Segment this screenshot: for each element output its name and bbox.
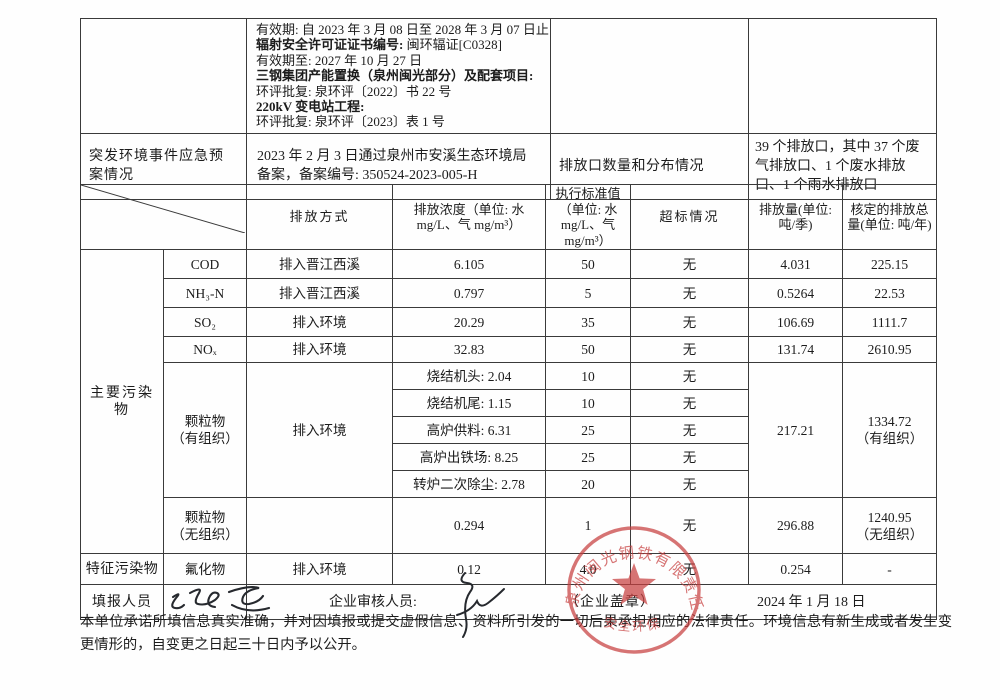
concentration-value: 高炉出铁场: 8.25 bbox=[392, 443, 546, 471]
standard-value: 5 bbox=[545, 278, 631, 308]
permit-row-left-empty-cell bbox=[80, 18, 247, 134]
concentration-value: 转炉二次除尘: 2.78 bbox=[392, 470, 546, 498]
exceed-status: 无 bbox=[630, 553, 749, 585]
concentration-value: 烧结机头: 2.04 bbox=[392, 362, 546, 390]
concentration-value: 高炉供料: 6.31 bbox=[392, 416, 546, 444]
header-standard: 执行标准值（单位: 水 mg/L、气 mg/m³） bbox=[545, 184, 631, 250]
concentration-value: 0.294 bbox=[392, 497, 546, 554]
approved-value-fugitive: 1240.95 （无组织） bbox=[842, 497, 937, 554]
permit-row-right-empty-cell bbox=[748, 18, 937, 134]
exceed-status: 无 bbox=[630, 443, 749, 471]
amount-value: 296.88 bbox=[748, 497, 843, 554]
amount-value: 0.254 bbox=[748, 553, 843, 585]
exceed-status: 无 bbox=[630, 307, 749, 337]
table-row-particulate-organized-1: 颗粒物 （有组织） 排入环境 烧结机头: 2.04 10 无 217.21 13… bbox=[81, 362, 937, 498]
discharge-method: 排入环境 bbox=[246, 307, 393, 337]
discharge-method: 排入晋江西溪 bbox=[246, 249, 393, 279]
radiation-license-line: 辐射安全许可证证书编号: 闽环辐证[C0328] bbox=[256, 37, 502, 53]
pollutant-name: SO₂ bbox=[163, 307, 247, 337]
standard-value: 50 bbox=[545, 249, 631, 279]
approved-value: - bbox=[842, 553, 937, 585]
pollutant-name: NH₃-N bbox=[163, 278, 247, 308]
capacity-project-line: 三钢集团产能置换（泉州闽光部分）及配套项目: bbox=[256, 68, 534, 84]
standard-value: 35 bbox=[545, 307, 631, 337]
amount-value: 217.21 bbox=[748, 362, 843, 498]
table-row-cod: 主要污染物 COD 排入晋江西溪 6.105 50 无 4.031 225.15 bbox=[80, 249, 937, 554]
reviewer-label: 企业审核人员: bbox=[329, 595, 417, 610]
standard-value: 25 bbox=[545, 416, 631, 444]
diagonal-divider bbox=[81, 185, 245, 233]
exceed-status: 无 bbox=[630, 249, 749, 279]
exceed-status: 无 bbox=[630, 278, 749, 308]
standard-value: 1 bbox=[545, 497, 631, 554]
table-row-nh3n: NH₃-N 排入晋江西溪 0.797 5 无 0.5264 22.53 bbox=[81, 278, 937, 308]
permit-validity-line: 有效期: 自 2023 年 3 月 08 日至 2028 年 3 月 07 日止 bbox=[256, 22, 549, 37]
concentration-value: 32.83 bbox=[392, 336, 546, 363]
substation-project-line: 220kV 变电站工程: bbox=[256, 99, 365, 115]
table-row-particulate-fugitive: 颗粒物 （无组织） 0.294 1 无 296.88 1240.95 （无组织） bbox=[81, 497, 937, 554]
exceed-status: 无 bbox=[630, 336, 749, 363]
eia-approval-line-2: 环评批复: 泉环评〔2023〕表 1 号 bbox=[256, 114, 445, 130]
header-exceed: 超标情况 bbox=[630, 184, 749, 250]
pollutant-name: COD bbox=[163, 249, 247, 279]
category-special-pollutants: 特征污染物 bbox=[80, 553, 164, 585]
concentration-value: 20.29 bbox=[392, 307, 546, 337]
discharge-method: 排入晋江西溪 bbox=[246, 278, 393, 308]
permit-details-cell: 有效期: 自 2023 年 3 月 08 日至 2028 年 3 月 07 日止… bbox=[246, 18, 551, 134]
company-seal-label: （企业盖章） bbox=[565, 595, 655, 610]
table-row-so2: SO₂ 排入环境 20.29 35 无 106.69 1111.7 bbox=[81, 307, 937, 337]
header-approved-total: 核定的排放总量(单位: 吨/年) bbox=[842, 184, 937, 250]
pollutant-name: NOₓ bbox=[163, 336, 247, 363]
pollutant-table: 排放方式 排放浓度（单位: 水 mg/L、气 mg/m³） 执行标准值（单位: … bbox=[80, 184, 937, 638]
standard-value: 20 bbox=[545, 470, 631, 498]
permit-info-table: 有效期: 自 2023 年 3 月 08 日至 2028 年 3 月 07 日止… bbox=[80, 18, 937, 200]
concentration-value: 6.105 bbox=[392, 249, 546, 279]
discharge-method: 排入环境 bbox=[246, 553, 393, 585]
category-main-pollutants: 主要污染物 bbox=[80, 249, 164, 554]
discharge-method: 排入环境 bbox=[246, 362, 393, 498]
header-method: 排放方式 bbox=[246, 184, 393, 250]
approved-value: 22.53 bbox=[842, 278, 937, 308]
declaration-text: 本单位承诺所填信息真实准确，并对因填报或提交虚假信息、资料所引发的一切后果承担相… bbox=[80, 614, 952, 653]
filler-label: 填报人员 bbox=[80, 584, 164, 620]
discharge-method: 排入环境 bbox=[246, 336, 393, 363]
table-row-particulate-organized-2: 烧结机尾: 1.15 10 无 bbox=[81, 389, 937, 417]
eia-approval-line-1: 环评批复: 泉环评〔2022〕书 22 号 bbox=[256, 83, 452, 99]
amount-value: 131.74 bbox=[748, 336, 843, 363]
header-concentration: 排放浓度（单位: 水 mg/L、气 mg/m³） bbox=[392, 184, 546, 250]
amount-value: 0.5264 bbox=[748, 278, 843, 308]
exceed-status: 无 bbox=[630, 470, 749, 498]
signoff-date: 2024 年 1 月 18 日 bbox=[757, 595, 866, 610]
standard-value: 50 bbox=[545, 336, 631, 363]
standard-value: 10 bbox=[545, 362, 631, 390]
pollutant-name-particulate-fugitive: 颗粒物 （无组织） bbox=[163, 497, 247, 554]
approved-value: 225.15 bbox=[842, 249, 937, 279]
table-row-particulate-organized-5: 转炉二次除尘: 2.78 20 无 bbox=[81, 470, 937, 498]
concentration-value: 0.797 bbox=[392, 278, 546, 308]
approved-value: 2610.95 bbox=[842, 336, 937, 363]
approved-value: 1111.7 bbox=[842, 307, 937, 337]
header-amount: 排放量(单位: 吨/季) bbox=[748, 184, 843, 250]
pollutant-name-particulate-organized: 颗粒物 （有组织） bbox=[163, 362, 247, 498]
standard-value: 10 bbox=[545, 389, 631, 417]
exceed-status: 无 bbox=[630, 362, 749, 390]
table-row-nox: NOₓ 排入环境 32.83 50 无 131.74 2610.95 bbox=[81, 336, 937, 363]
exceed-status: 无 bbox=[630, 497, 749, 554]
exceed-status: 无 bbox=[630, 389, 749, 417]
reviewer-signature bbox=[456, 572, 505, 638]
radiation-validity-line: 有效期至: 2027 年 10 月 27 日 bbox=[256, 52, 423, 68]
approved-value-organized: 1334.72 （有组织） bbox=[842, 362, 937, 498]
discharge-method-empty bbox=[246, 497, 393, 554]
amount-value: 4.031 bbox=[748, 249, 843, 279]
header-diagonal-cell bbox=[80, 184, 247, 250]
exceed-status: 无 bbox=[630, 416, 749, 444]
pollutant-name: 氟化物 bbox=[163, 553, 247, 585]
table-row-particulate-organized-4: 高炉出铁场: 8.25 25 无 bbox=[81, 443, 937, 471]
permit-row-mid-empty-cell bbox=[550, 18, 749, 134]
standard-value: 4.0 bbox=[545, 553, 631, 585]
amount-value: 106.69 bbox=[748, 307, 843, 337]
standard-value: 25 bbox=[545, 443, 631, 471]
concentration-value: 烧结机尾: 1.15 bbox=[392, 389, 546, 417]
